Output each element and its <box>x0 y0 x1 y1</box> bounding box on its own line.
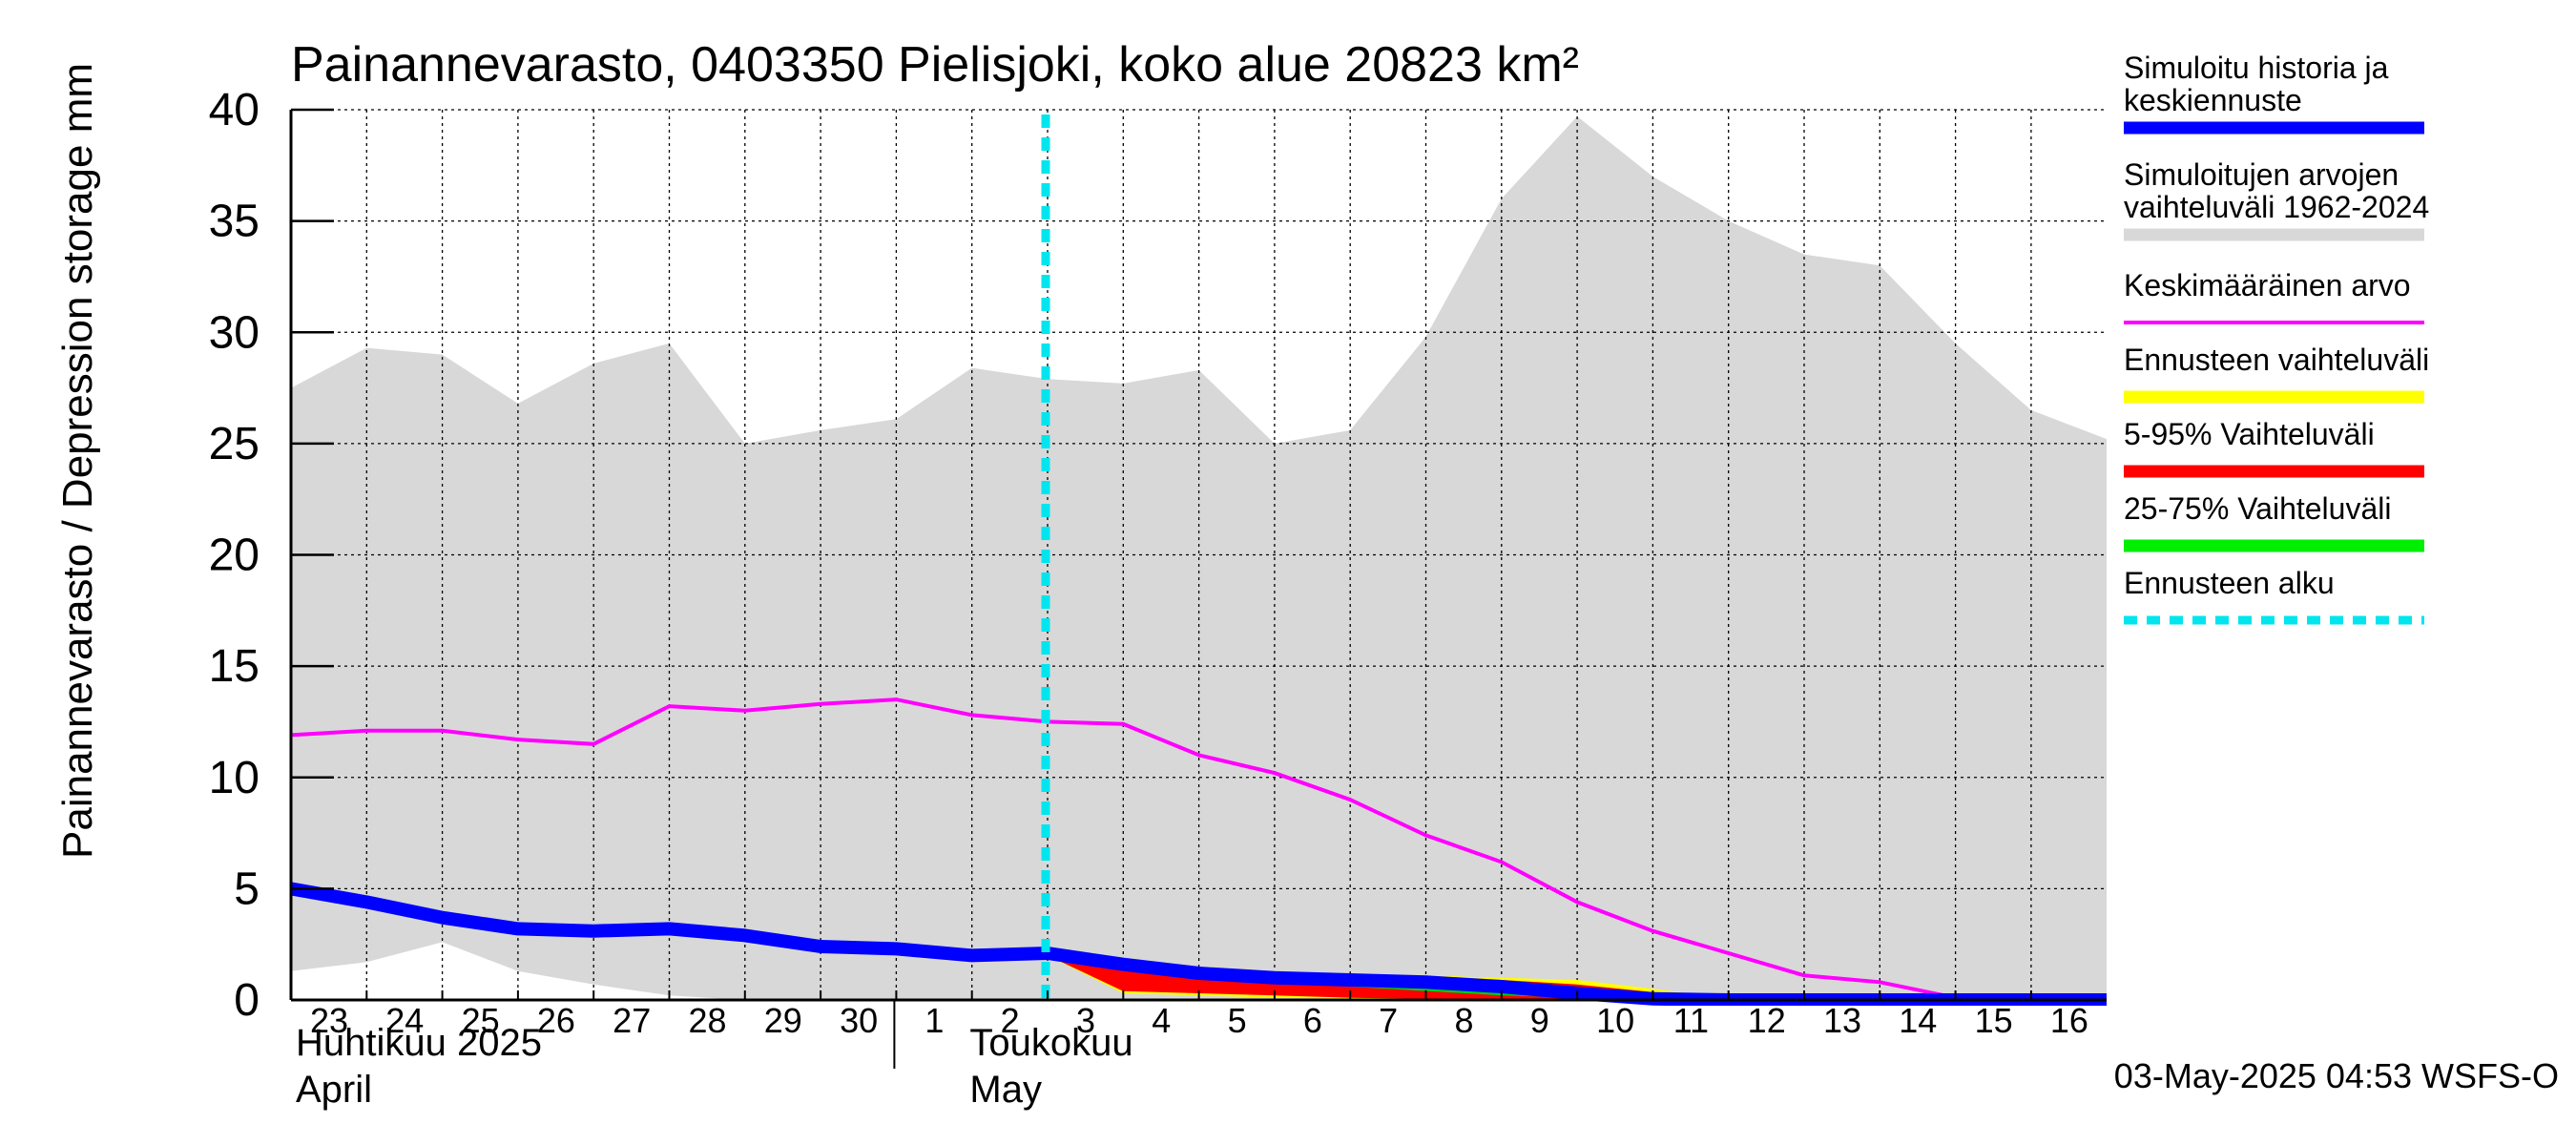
x-tick-label: 12 <box>1748 1001 1786 1040</box>
legend-label: Simuloitu historia ja keskiennuste <box>2124 51 2389 117</box>
month-label-en: May <box>969 1069 1042 1111</box>
legend-label: 25-75% Vaihteluväli <box>2124 491 2391 526</box>
x-tick-label: 13 <box>1823 1001 1861 1040</box>
y-tick-label: 25 <box>209 419 260 469</box>
x-tick-label: 29 <box>764 1001 802 1040</box>
month-label-fi: Huhtikuu 2025 <box>296 1022 542 1064</box>
month-label-fi: Toukokuu <box>969 1022 1132 1064</box>
x-tick-label: 25 <box>462 1001 500 1040</box>
month-label-en: April <box>296 1069 372 1111</box>
legend-label-line: vaihteluväli 1962-2024 <box>2124 190 2429 224</box>
x-tick-label: 30 <box>840 1001 878 1040</box>
y-axis-label: Painannevarasto / Depression storage mm <box>54 63 101 859</box>
x-tick-label: 15 <box>1975 1001 2013 1040</box>
mean-value-line <box>291 697 2107 1002</box>
x-tick-label: 14 <box>1899 1001 1937 1040</box>
legend-label: Keskimääräinen arvo <box>2124 268 2411 302</box>
y-tick-label: 10 <box>209 753 260 803</box>
forecast-band-area <box>1048 955 2107 1000</box>
x-tick-label: 10 <box>1596 1001 1634 1040</box>
x-tick-label: 28 <box>688 1001 726 1040</box>
timestamp-footer: 03-May-2025 04:53 WSFS-O <box>2114 1056 2559 1095</box>
y-tick-label: 20 <box>209 531 260 581</box>
y-tick-label: 5 <box>234 864 260 914</box>
legend-label: Ennusteen vaihteluväli <box>2124 343 2429 377</box>
x-tick-label: 9 <box>1530 1001 1549 1040</box>
x-tick-label: 4 <box>1152 1001 1171 1040</box>
y-tick-label: 35 <box>209 197 260 247</box>
x-tick-label: 7 <box>1379 1001 1398 1040</box>
x-tick-label: 27 <box>613 1001 651 1040</box>
x-tick-label: 11 <box>1673 1001 1709 1040</box>
legend-label-line: keskiennuste <box>2124 83 2302 117</box>
y-tick-label: 0 <box>234 975 260 1026</box>
x-tick-label: 2 <box>1001 1001 1020 1040</box>
x-tick-label: 8 <box>1454 1001 1473 1040</box>
legend-label: Simuloitujen arvojen vaihteluväli 1962-20… <box>2124 157 2429 224</box>
x-tick-label: 6 <box>1303 1001 1322 1040</box>
x-tick-label: 24 <box>385 1001 424 1040</box>
y-tick-label: 40 <box>209 85 260 135</box>
legend-label-line: Simuloitujen arvojen <box>2124 157 2399 192</box>
x-tick-label: 23 <box>310 1001 348 1040</box>
chart-title: Painannevarasto, 0403350 Pielisjoki, kok… <box>291 37 1579 93</box>
legend: Simuloitu historia ja keskiennusteSimuloi… <box>2124 51 2429 625</box>
x-tick-label: 16 <box>2050 1001 2088 1040</box>
y-tick-label: 30 <box>209 307 260 358</box>
x-tick-label: 1 <box>924 1001 944 1040</box>
x-tick-label: 5 <box>1228 1001 1247 1040</box>
y-tick-label: 15 <box>209 641 260 692</box>
legend-label: Ennusteen alku <box>2124 566 2335 600</box>
legend-label: 5-95% Vaihteluväli <box>2124 417 2375 451</box>
legend-label-line: Simuloitu historia ja <box>2124 51 2389 85</box>
x-tick-label: 26 <box>537 1001 575 1040</box>
x-tick-label: 3 <box>1076 1001 1095 1040</box>
